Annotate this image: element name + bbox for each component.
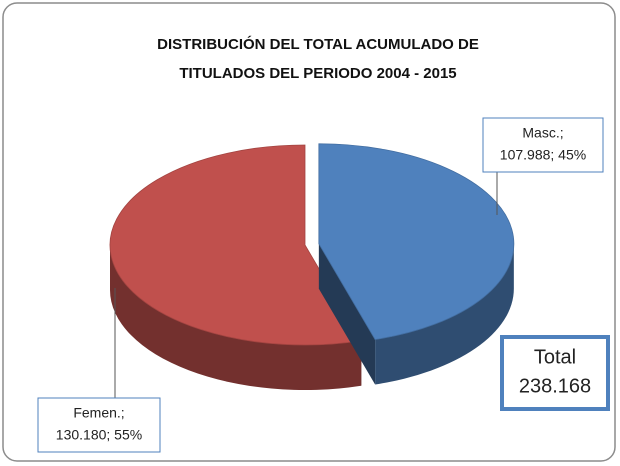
slice-side (110, 245, 362, 391)
annotation: Total (534, 346, 576, 368)
slice-side (375, 243, 514, 385)
data-label: Masc.; (522, 125, 563, 141)
annotation-box (500, 335, 610, 411)
data-label: Femen.; (73, 405, 124, 421)
data-label: 107.988; 45% (500, 147, 586, 163)
slice-face (318, 243, 376, 385)
data-label: 130.180; 55% (56, 427, 142, 443)
label-box (37, 397, 161, 453)
slice (109, 144, 362, 346)
chart-title: TITULADOS DEL PERIODO 2004 - 2015 (179, 65, 456, 82)
pie (109, 143, 515, 391)
annotation: 238.168 (519, 375, 591, 397)
chart-title: DISTRIBUCIÓN DEL TOTAL ACUMULADO DE (157, 35, 479, 53)
slice (318, 143, 515, 340)
label-box (482, 117, 604, 173)
